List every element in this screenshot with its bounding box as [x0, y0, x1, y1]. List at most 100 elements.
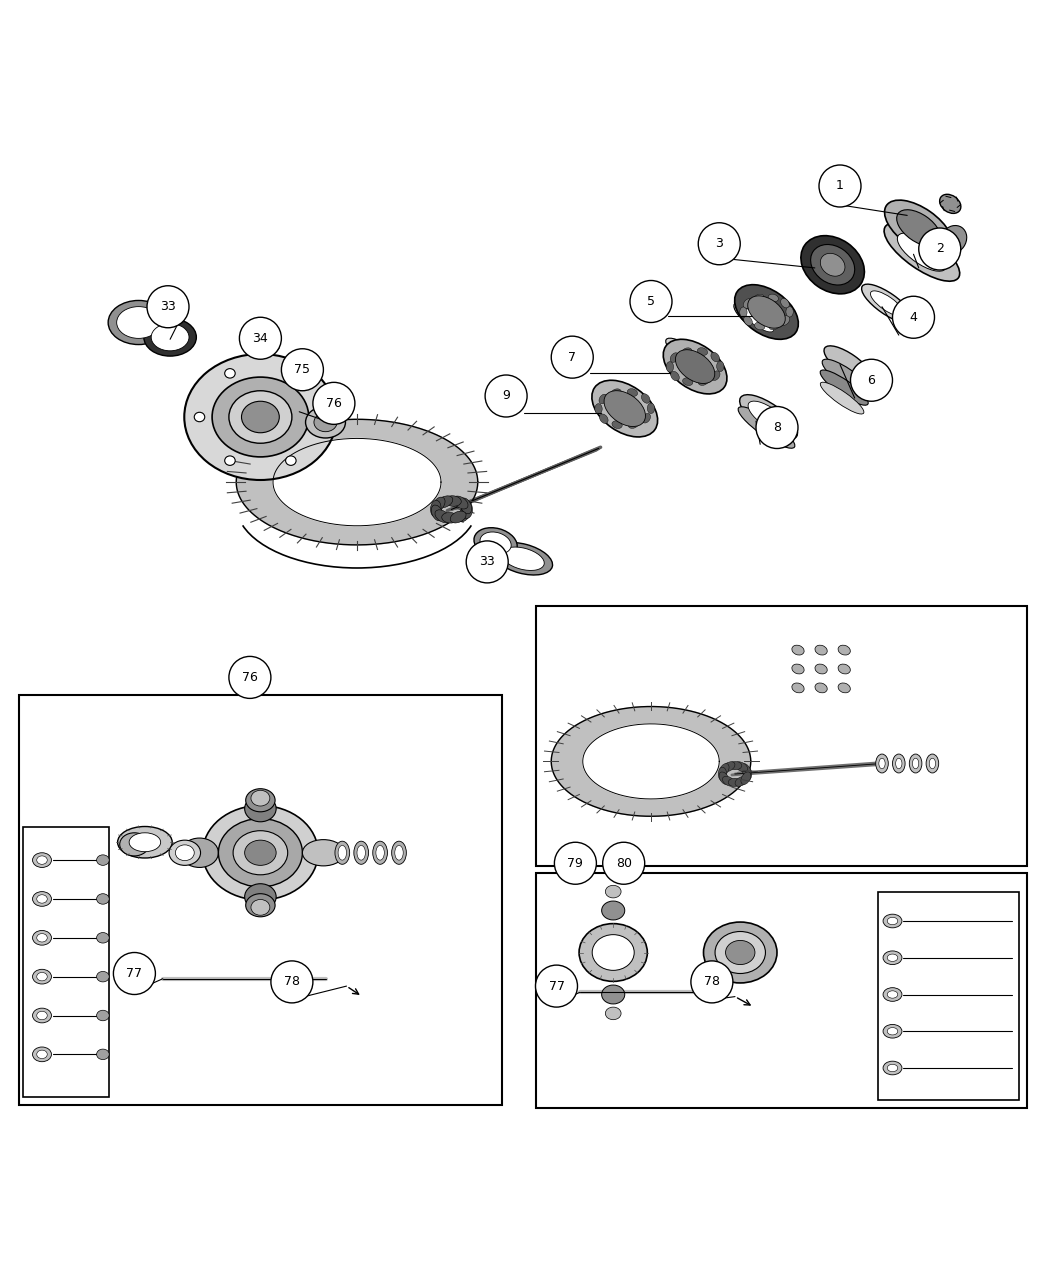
- Ellipse shape: [743, 298, 752, 309]
- Ellipse shape: [444, 496, 461, 506]
- Ellipse shape: [887, 991, 898, 998]
- Circle shape: [554, 843, 596, 885]
- Circle shape: [919, 228, 961, 270]
- Ellipse shape: [870, 291, 904, 316]
- Ellipse shape: [664, 339, 727, 394]
- Ellipse shape: [245, 884, 276, 910]
- Ellipse shape: [815, 664, 827, 674]
- Ellipse shape: [435, 510, 450, 523]
- Ellipse shape: [37, 973, 47, 980]
- Text: 1: 1: [836, 180, 844, 193]
- Ellipse shape: [815, 645, 827, 655]
- Ellipse shape: [97, 1049, 109, 1060]
- Circle shape: [630, 280, 672, 323]
- Ellipse shape: [97, 894, 109, 904]
- Ellipse shape: [940, 226, 967, 254]
- Ellipse shape: [627, 389, 637, 397]
- Ellipse shape: [306, 407, 345, 439]
- Ellipse shape: [671, 371, 679, 381]
- Ellipse shape: [37, 1011, 47, 1020]
- Circle shape: [239, 317, 281, 360]
- Ellipse shape: [598, 394, 608, 404]
- Ellipse shape: [628, 421, 638, 428]
- Ellipse shape: [801, 236, 864, 293]
- Ellipse shape: [792, 664, 804, 674]
- Ellipse shape: [251, 899, 270, 915]
- Circle shape: [691, 961, 733, 1003]
- Text: 33: 33: [160, 300, 176, 314]
- Circle shape: [819, 164, 861, 207]
- Ellipse shape: [912, 759, 919, 769]
- Text: 4: 4: [909, 311, 918, 324]
- Circle shape: [698, 223, 740, 265]
- Circle shape: [229, 657, 271, 699]
- Bar: [19, 695, 502, 1104]
- Ellipse shape: [726, 941, 755, 965]
- Ellipse shape: [883, 951, 902, 965]
- Ellipse shape: [647, 403, 654, 413]
- Ellipse shape: [602, 901, 625, 921]
- Ellipse shape: [879, 759, 885, 769]
- Text: 3: 3: [715, 237, 723, 250]
- Ellipse shape: [97, 854, 109, 866]
- Ellipse shape: [117, 306, 161, 338]
- Ellipse shape: [729, 778, 741, 787]
- Ellipse shape: [338, 845, 347, 861]
- Circle shape: [281, 349, 323, 390]
- Ellipse shape: [883, 1061, 902, 1075]
- Ellipse shape: [735, 761, 748, 771]
- Ellipse shape: [887, 917, 898, 924]
- Ellipse shape: [450, 511, 466, 523]
- Ellipse shape: [681, 348, 692, 356]
- Ellipse shape: [711, 352, 719, 362]
- Ellipse shape: [453, 496, 468, 509]
- Text: 7: 7: [568, 351, 576, 363]
- Ellipse shape: [896, 759, 902, 769]
- Circle shape: [603, 843, 645, 885]
- Circle shape: [313, 382, 355, 425]
- Ellipse shape: [781, 316, 790, 325]
- Ellipse shape: [37, 933, 47, 942]
- Ellipse shape: [838, 664, 851, 674]
- Ellipse shape: [887, 1028, 898, 1035]
- Ellipse shape: [395, 845, 403, 861]
- Ellipse shape: [742, 309, 774, 332]
- Text: 75: 75: [294, 363, 311, 376]
- Ellipse shape: [37, 1051, 47, 1058]
- Ellipse shape: [592, 380, 657, 437]
- Ellipse shape: [929, 759, 936, 769]
- Ellipse shape: [820, 382, 864, 414]
- Ellipse shape: [887, 954, 898, 961]
- Bar: [23, 826, 109, 1098]
- Ellipse shape: [604, 390, 646, 427]
- Polygon shape: [583, 724, 719, 799]
- Ellipse shape: [926, 754, 939, 773]
- Ellipse shape: [824, 346, 873, 384]
- Circle shape: [551, 337, 593, 379]
- Ellipse shape: [256, 337, 279, 354]
- Ellipse shape: [392, 842, 406, 864]
- Ellipse shape: [33, 1009, 51, 1023]
- Ellipse shape: [738, 407, 795, 449]
- Ellipse shape: [474, 528, 518, 558]
- Ellipse shape: [376, 845, 384, 861]
- Ellipse shape: [811, 245, 855, 286]
- Ellipse shape: [822, 360, 870, 395]
- Ellipse shape: [33, 969, 51, 984]
- Ellipse shape: [682, 377, 693, 385]
- Ellipse shape: [460, 499, 471, 514]
- Ellipse shape: [820, 370, 868, 405]
- Ellipse shape: [225, 456, 235, 465]
- Ellipse shape: [712, 371, 720, 380]
- Ellipse shape: [245, 840, 276, 866]
- Ellipse shape: [151, 324, 189, 351]
- Ellipse shape: [437, 496, 453, 507]
- Ellipse shape: [735, 776, 748, 787]
- Ellipse shape: [722, 761, 735, 771]
- Text: 80: 80: [615, 857, 632, 870]
- Ellipse shape: [892, 754, 905, 773]
- Ellipse shape: [815, 683, 827, 692]
- Ellipse shape: [792, 645, 804, 655]
- Ellipse shape: [748, 402, 790, 434]
- Ellipse shape: [185, 354, 336, 479]
